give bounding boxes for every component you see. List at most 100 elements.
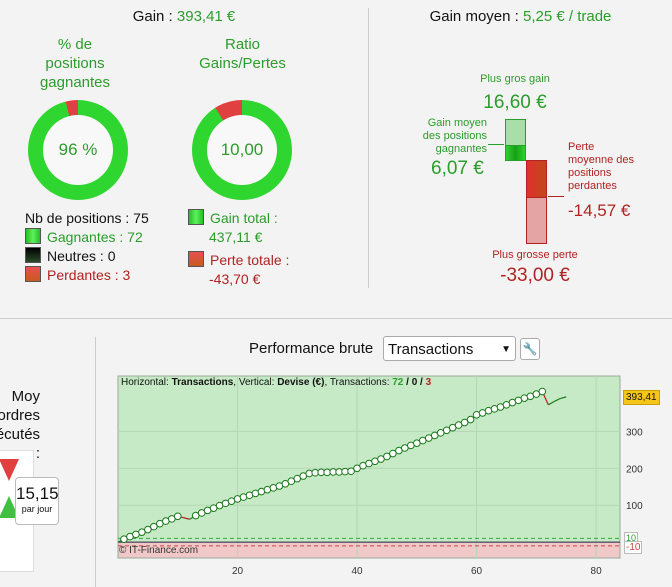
data-point [389, 449, 397, 458]
pct-winning-donut: 96 % [28, 100, 128, 200]
data-point [150, 522, 158, 531]
green-swatch [25, 228, 41, 244]
total-gain: Gain : 393,41 € [0, 8, 368, 25]
loss-total-value: -43,70 € [209, 271, 261, 287]
x-tick-label: 60 [471, 566, 483, 577]
label-line: perdantes [568, 180, 617, 192]
pct-winning-title: % de positions gagnantes [10, 35, 140, 92]
series-segment [547, 400, 555, 406]
arrow-down-icon [0, 459, 19, 481]
x-tick-label: 20 [232, 566, 244, 577]
info-text: , Transactions: [324, 377, 393, 388]
avg-gain-fill [506, 145, 525, 160]
label-line: Perte [568, 141, 595, 153]
gain-bar [505, 119, 526, 161]
label-line: des positions [422, 130, 487, 142]
max-gain-label: Plus gros gain [480, 73, 550, 85]
title-line: exécutés : [0, 426, 41, 462]
label-line: positions [568, 167, 612, 179]
neutral-count: 0 [411, 377, 418, 388]
max-loss-value: -33,00 € [500, 265, 570, 286]
ratio-value: 10,00 [207, 115, 277, 185]
max-loss-label: Plus grosse perte [492, 249, 578, 261]
chevron-down-icon: ▼ [501, 344, 511, 355]
divider [368, 8, 369, 288]
gain-total: Gain total : 437,11 € [188, 209, 289, 247]
wins-count: 72 [392, 377, 404, 388]
gain-label: Gain : [132, 8, 177, 25]
ratio-donut: 10,00 [192, 100, 292, 200]
series-segment [560, 396, 567, 400]
title-line: positions [45, 55, 105, 72]
title-line: Ratio [224, 36, 261, 53]
x-tick-label: 40 [351, 566, 363, 577]
orders-icon [0, 450, 34, 572]
settings-wrench-button[interactable]: 🔧 [520, 338, 540, 360]
divider [95, 337, 96, 587]
avg-loss-label: Perte moyenne des positions perdantes [568, 141, 634, 193]
title-line: gagnantes [39, 74, 111, 91]
losing-text: Perdantes : 3 [47, 267, 131, 283]
y-tick-label: 200 [626, 464, 643, 475]
arrow-up-icon [0, 496, 19, 518]
arrow-left-icon [548, 196, 564, 197]
gain-total-value: 437,11 € [209, 229, 263, 245]
avg-gain-value: 5,25 € / trade [522, 8, 612, 25]
y-tick-label: 300 [626, 427, 643, 438]
data-point [173, 512, 182, 521]
series-segment [553, 397, 561, 403]
positions-count: Nb de positions : 75 [25, 210, 149, 226]
losses-count: 3 [425, 377, 432, 388]
red-swatch [188, 251, 204, 267]
title-line: Gains/Pertes [199, 55, 286, 72]
neutral-text: Neutres : 0 [47, 248, 116, 264]
loss-total-label: Perte totale : [210, 252, 290, 268]
orders-unit: par jour [21, 504, 53, 514]
orders-value: 15,15 [16, 484, 59, 503]
data-point [144, 525, 152, 534]
data-point [466, 415, 475, 424]
negative-zone [118, 542, 620, 558]
info-text: , Vertical: [233, 377, 278, 388]
data-point [347, 467, 355, 476]
plot-border [117, 375, 621, 559]
series-segment [183, 517, 190, 520]
legend-neutral: Neutres : 0 [25, 247, 149, 266]
last-value-label: 393,41 [623, 390, 660, 405]
gain-total-label: Gain total : [210, 210, 278, 226]
data-point [383, 452, 391, 461]
pct-winning-value: 96 % [43, 115, 113, 185]
mode-select[interactable]: Transactions ▼ [383, 336, 516, 361]
data-point [460, 418, 469, 427]
performance-title: Performance brute [249, 340, 374, 357]
totals-legend: Gain total : 437,11 € Perte totale : -43,7… [188, 209, 289, 289]
avg-win-label: Gain moyen des positions gagnantes [405, 117, 487, 156]
copyright: © IT-Finance.com [119, 545, 199, 556]
lower-band-label: -10 [624, 541, 643, 554]
title-line: d'ordres [0, 407, 40, 424]
sep: / [417, 377, 426, 388]
avg-gain-label: Gain moyen : [429, 8, 523, 25]
y-tick-label: 100 [626, 501, 643, 512]
black-swatch [25, 247, 41, 263]
legend-losing: Perdantes : 3 [25, 266, 149, 285]
max-gain-value: 16,60 € [483, 92, 547, 113]
green-swatch [188, 209, 204, 225]
positions-legend: Nb de positions : 75 Gagnantes : 72 Neut… [25, 209, 149, 285]
x-tick-label: 80 [591, 566, 603, 577]
arrow-right-icon [488, 144, 504, 145]
loss-bar [526, 160, 547, 244]
legend-winning: Gagnantes : 72 [25, 228, 149, 247]
info-value: Devise (€) [277, 377, 325, 388]
divider [0, 318, 672, 319]
info-text: Horizontal: [121, 377, 172, 388]
orders-title: Moy d'ordres exécutés : [0, 387, 40, 463]
sep: / [403, 377, 412, 388]
wrench-icon: 🔧 [522, 342, 538, 356]
ratio-title: Ratio Gains/Pertes [175, 35, 310, 73]
red-swatch [25, 266, 41, 282]
avg-loss-fill [527, 161, 546, 198]
avg-loss-value: -14,57 € [568, 201, 631, 220]
gain-value: 393,41 € [176, 8, 236, 25]
